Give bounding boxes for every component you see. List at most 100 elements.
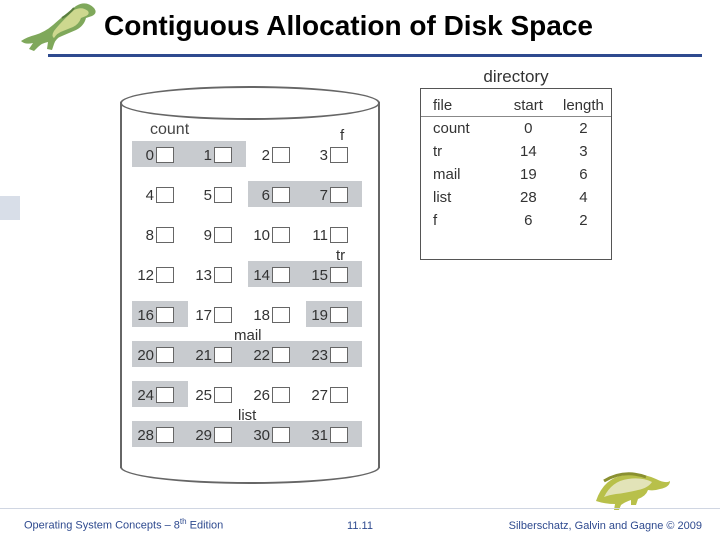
slide-footer: Operating System Concepts – 8th Edition … [0,508,720,540]
disk-block: 29 [194,424,248,446]
directory-table-body: filestartlength count02tr143mail196list2… [421,95,611,232]
block-number: 30 [252,428,270,443]
directory-cell: 2 [556,209,611,232]
block-box [156,347,174,363]
directory-cell: 19 [501,163,556,186]
block-number: 26 [252,388,270,403]
directory-row: mail196 [421,163,611,186]
disk-block: 16 [136,304,190,326]
header-dinosaur-icon [16,0,102,57]
slide-header: Contiguous Allocation of Disk Space [0,0,720,64]
block-number: 14 [252,268,270,283]
file-label: mail [234,328,262,343]
block-number: 22 [252,348,270,363]
directory-row: tr143 [421,140,611,163]
disk-block: 23 [310,344,364,366]
disk-block: 20 [136,344,190,366]
disk-block: 21 [194,344,248,366]
block-box [156,387,174,403]
block-number: 23 [310,348,328,363]
directory-cell: count [421,117,501,141]
block-number: 4 [136,188,154,203]
block-number: 6 [252,188,270,203]
block-box [272,427,290,443]
sidebar-stub [0,196,20,220]
directory-cell: 6 [501,209,556,232]
block-box [272,307,290,323]
disk-block: 24 [136,384,190,406]
disk-block: 4 [136,184,190,206]
file-label: tr [336,248,345,263]
disk-block: 1 [194,144,248,166]
disk-block: 13 [194,264,248,286]
block-number: 5 [194,188,212,203]
directory-cell: mail [421,163,501,186]
block-number: 7 [310,188,328,203]
directory-row: list284 [421,186,611,209]
directory-cell: 0 [501,117,556,141]
footer-left: Operating System Concepts – 8th Edition [24,517,223,532]
cylinder-top [120,86,380,120]
block-number: 27 [310,388,328,403]
block-box [156,147,174,163]
directory-cell: f [421,209,501,232]
block-box [214,147,232,163]
disk-block: 31 [310,424,364,446]
block-box [330,267,348,283]
header-rule [48,54,702,57]
slide-title: Contiguous Allocation of Disk Space [104,10,593,42]
block-box [156,187,174,203]
block-box [214,387,232,403]
disk-block: 2 [252,144,306,166]
block-box [156,307,174,323]
disk-block: 19 [310,304,364,326]
slide-content: count 0123456789101112131415161718192021… [0,70,720,500]
block-number: 10 [252,228,270,243]
disk-block: 11 [310,224,364,246]
disk-cylinder-diagram: count 0123456789101112131415161718192021… [120,78,380,490]
directory-column-header: length [556,95,611,117]
block-box [272,387,290,403]
directory-cell: 3 [556,140,611,163]
disk-block: 17 [194,304,248,326]
disk-block: 5 [194,184,248,206]
block-number: 17 [194,308,212,323]
file-label: f [340,128,344,143]
block-number: 9 [194,228,212,243]
block-number: 3 [310,148,328,163]
block-number: 24 [136,388,154,403]
footer-left-text-b: Edition [187,520,224,532]
block-box [214,267,232,283]
directory-column-header: start [501,95,556,117]
directory-column-header: file [421,95,501,117]
block-number: 2 [252,148,270,163]
block-box [214,307,232,323]
footer-right: Silberschatz, Galvin and Gagne © 2009 [509,520,702,532]
block-number: 8 [136,228,154,243]
block-number: 25 [194,388,212,403]
disk-block: 12 [136,264,190,286]
block-number: 28 [136,428,154,443]
disk-block: 15 [310,264,364,286]
disk-block: 3 [310,144,364,166]
directory-cell: 4 [556,186,611,209]
block-box [156,267,174,283]
block-box [214,187,232,203]
block-number: 20 [136,348,154,363]
disk-block: 26 [252,384,306,406]
disk-block: 27 [310,384,364,406]
disk-block: 7 [310,184,364,206]
cylinder-bottom-mask [122,447,378,467]
directory-row: count02 [421,117,611,141]
directory-table: directory filestartlength count02tr143ma… [420,88,612,260]
directory-cell: 28 [501,186,556,209]
directory-title: directory [421,67,611,87]
block-box [272,147,290,163]
disk-block: 6 [252,184,306,206]
disk-block: 18 [252,304,306,326]
directory-cell: 2 [556,117,611,141]
disk-block: 25 [194,384,248,406]
block-box [330,307,348,323]
block-box [214,427,232,443]
block-number: 1 [194,148,212,163]
